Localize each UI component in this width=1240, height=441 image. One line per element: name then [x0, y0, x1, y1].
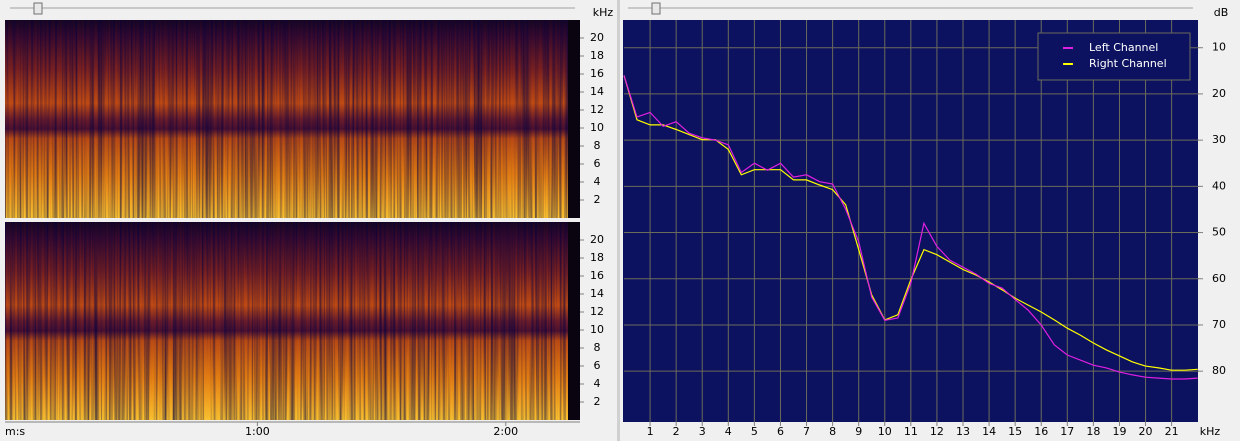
- y-tick-label: 8: [594, 139, 601, 152]
- y-tick-label: 20: [590, 233, 604, 246]
- x-tick-label: 10: [878, 425, 892, 438]
- x-tick-label: 2:00: [493, 425, 518, 438]
- x-tick-label: 1:00: [245, 425, 270, 438]
- x-axis-label: m:s: [5, 425, 25, 438]
- spectrogram-texture: [5, 222, 568, 420]
- y-tick-label: 4: [594, 175, 601, 188]
- y-tick-label: 70: [1212, 318, 1226, 331]
- x-tick-label: 21: [1165, 425, 1179, 438]
- y-tick-label: 18: [590, 251, 604, 264]
- lines: [623, 75, 1198, 380]
- y-tick-label: 12: [590, 305, 604, 318]
- spectrogram-texture: [5, 20, 568, 218]
- series-line: [623, 75, 1198, 380]
- legend-box: [1037, 32, 1191, 81]
- y-tick-label: 60: [1212, 272, 1226, 285]
- y-tick-label: 20: [1212, 87, 1226, 100]
- y-tick-label: 16: [590, 67, 604, 80]
- x-tick-label: 15: [1008, 425, 1022, 438]
- y-tick-label: 10: [590, 323, 604, 336]
- channel-divider: [5, 218, 580, 222]
- slider-thumb[interactable]: [33, 2, 43, 15]
- legend-label: Left Channel: [1089, 41, 1158, 54]
- y-tick-label: 30: [1212, 133, 1226, 146]
- x-tick-label: 19: [1112, 425, 1126, 438]
- y-tick-label: 10: [590, 121, 604, 134]
- x-tick-label: 7: [803, 425, 810, 438]
- y-tick-label: 50: [1212, 226, 1226, 239]
- y-tick-label: 18: [590, 49, 604, 62]
- y-tick-label: 2: [594, 193, 601, 206]
- x-tick-label: 16: [1034, 425, 1048, 438]
- y-tick-label: 12: [590, 103, 604, 116]
- y-tick-label: 40: [1212, 179, 1226, 192]
- x-tick-label: 11: [904, 425, 918, 438]
- x-tick-label: 1: [647, 425, 654, 438]
- y-tick-label: 10: [1212, 41, 1226, 54]
- x-tick-label: 3: [699, 425, 706, 438]
- slider-thumb[interactable]: [651, 2, 661, 15]
- x-tick-label: 9: [855, 425, 862, 438]
- y-axis-label: kHz: [593, 6, 614, 19]
- y-tick-label: 14: [590, 287, 604, 300]
- y-tick-label: 4: [594, 377, 601, 390]
- x-tick-label: 13: [956, 425, 970, 438]
- legend-label: Right Channel: [1089, 57, 1167, 70]
- y-tick-label: 20: [590, 31, 604, 44]
- y-tick-label: 80: [1212, 364, 1226, 377]
- y-tick-label: 16: [590, 269, 604, 282]
- x-tick-label: 6: [777, 425, 784, 438]
- grid: [624, 20, 1199, 422]
- splitter[interactable]: [617, 0, 620, 441]
- y-tick-label: 6: [594, 359, 601, 372]
- y-tick-label: 8: [594, 341, 601, 354]
- x-tick-label: 18: [1086, 425, 1100, 438]
- x-tick-label: 12: [930, 425, 944, 438]
- y-tick-label: 2: [594, 395, 601, 408]
- x-tick-label: 17: [1060, 425, 1074, 438]
- x-tick-label: 8: [829, 425, 836, 438]
- x-tick-label: 2: [673, 425, 680, 438]
- y-axis-label: dB: [1214, 6, 1229, 19]
- labels: kHz m:s dB kHz 2468101214161820246810121…: [5, 6, 1228, 438]
- x-tick-label: 5: [751, 425, 758, 438]
- x-tick-label: 20: [1139, 425, 1153, 438]
- x-axis-label: kHz: [1200, 425, 1221, 438]
- x-tick-label: 4: [725, 425, 732, 438]
- series-line: [623, 75, 1198, 371]
- x-tick-label: 14: [982, 425, 996, 438]
- y-tick-label: 6: [594, 157, 601, 170]
- y-tick-label: 14: [590, 85, 604, 98]
